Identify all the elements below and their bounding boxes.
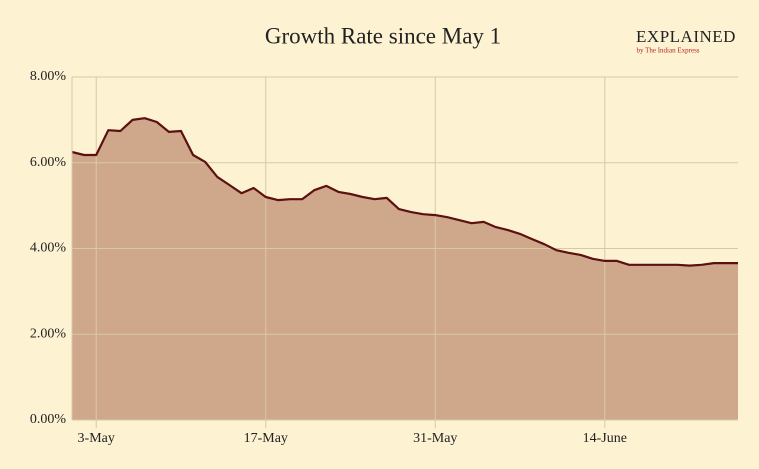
y-tick-label: 2.00%: [30, 326, 67, 341]
x-tick-label: 14-June: [583, 431, 627, 446]
logo-subtext: by The Indian Express: [636, 47, 699, 55]
y-tick-label: 0.00%: [30, 412, 67, 427]
logo: EXPLAINED: [636, 27, 736, 46]
x-tick-label: 3-May: [78, 431, 115, 446]
line: [71, 117, 738, 267]
chart-title: Growth Rate since May 1: [265, 23, 501, 48]
area: [72, 118, 738, 420]
y-tick-label: 6.00%: [30, 155, 67, 170]
x-tick-label: 17-May: [244, 431, 288, 446]
y-tick-label: 8.00%: [30, 69, 67, 84]
y-tick-label: 4.00%: [30, 241, 67, 256]
x-tick-label: 31-May: [413, 431, 457, 446]
